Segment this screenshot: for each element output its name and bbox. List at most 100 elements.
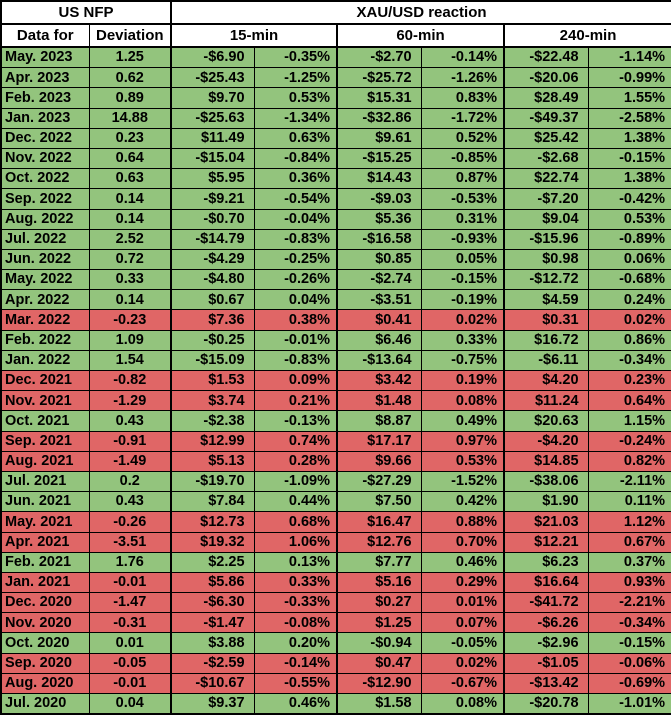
cell-data-for: Aug. 2021 — [0, 450, 90, 472]
cell-60min-pct: 0.02% — [420, 652, 505, 674]
cell-60min-pct: 0.08% — [420, 390, 505, 412]
cell-15min-usd: $3.88 — [170, 632, 255, 654]
table-row: Mar. 2022 -0.23 $7.36 0.38% $0.41 0.02% $0.31 0… — [0, 309, 671, 331]
cell-deviation: 0.43 — [88, 491, 172, 513]
cell-data-for: Dec. 2020 — [0, 592, 90, 614]
cell-240min-usd: -$20.06 — [503, 67, 589, 89]
cell-60min-pct: 0.49% — [420, 410, 505, 432]
cell-15min-pct: -0.04% — [253, 208, 338, 230]
cell-deviation: -0.23 — [88, 309, 172, 331]
table-row: Dec. 2021 -0.82 $1.53 0.09% $3.42 0.19% $4.20 0… — [0, 369, 671, 392]
table-row: Jul. 2021 0.2 -$19.70 -1.09% -$27.29 -1.52% -$… — [0, 470, 671, 493]
cell-deviation: -0.01 — [88, 571, 172, 594]
cell-60min-pct: -1.72% — [420, 107, 505, 129]
cell-data-for: Mar. 2022 — [0, 309, 90, 331]
cell-deviation: 0.43 — [88, 410, 172, 432]
us-nfp-group-header: US NFP — [0, 0, 172, 25]
cell-deviation: 2.52 — [88, 228, 172, 250]
cell-data-for: Feb. 2023 — [0, 87, 90, 109]
cell-15min-pct: 0.68% — [253, 511, 338, 533]
cell-60min-usd: -$12.90 — [336, 672, 422, 695]
cell-60min-usd: $5.16 — [336, 571, 422, 594]
col-header-data-for: Data for — [0, 23, 90, 48]
cell-15min-pct: -0.25% — [253, 248, 338, 271]
cell-15min-usd: $7.36 — [170, 309, 255, 331]
cell-15min-usd: $1.53 — [170, 369, 255, 392]
cell-240min-usd: -$15.96 — [503, 228, 589, 250]
table-row: Jun. 2022 0.72 -$4.29 -0.25% $0.85 0.05% $0.98… — [0, 248, 671, 271]
cell-15min-pct: 0.63% — [253, 127, 338, 149]
cell-deviation: -1.29 — [88, 390, 172, 412]
cell-240min-pct: 1.38% — [587, 127, 671, 149]
cell-60min-pct: 0.05% — [420, 248, 505, 271]
cell-60min-usd: $17.17 — [336, 430, 422, 452]
cell-15min-usd: -$14.79 — [170, 228, 255, 250]
cell-60min-usd: $16.47 — [336, 511, 422, 533]
cell-data-for: Dec. 2022 — [0, 127, 90, 149]
cell-240min-usd: $6.23 — [503, 551, 589, 573]
cell-data-for: Aug. 2020 — [0, 672, 90, 695]
cell-60min-usd: $1.25 — [336, 612, 422, 634]
cell-60min-usd: -$3.51 — [336, 289, 422, 311]
cell-60min-pct: 0.46% — [420, 551, 505, 573]
cell-60min-pct: 0.97% — [420, 430, 505, 452]
cell-60min-usd: $15.31 — [336, 87, 422, 109]
cell-240min-pct: 0.11% — [587, 491, 671, 513]
cell-15min-usd: $9.37 — [170, 693, 255, 715]
cell-data-for: Nov. 2020 — [0, 612, 90, 634]
cell-240min-usd: $16.64 — [503, 571, 589, 594]
table-row: Oct. 2022 0.63 $5.95 0.36% $14.43 0.87% $22.74… — [0, 168, 671, 190]
cell-60min-pct: -0.05% — [420, 632, 505, 654]
cell-240min-pct: -0.99% — [587, 67, 671, 89]
table-row: Apr. 2021 -3.51 $19.32 1.06% $12.76 0.70% $12.… — [0, 531, 671, 553]
cell-15min-pct: -1.25% — [253, 67, 338, 89]
cell-data-for: Dec. 2021 — [0, 369, 90, 392]
cell-240min-usd: $0.31 — [503, 309, 589, 331]
table-row: Apr. 2023 0.62 -$25.43 -1.25% -$25.72 -1.26% -… — [0, 67, 671, 89]
cell-240min-usd: -$6.11 — [503, 349, 589, 372]
cell-data-for: Oct. 2021 — [0, 410, 90, 432]
cell-deviation: 0.14 — [88, 208, 172, 230]
cell-240min-usd: -$1.05 — [503, 652, 589, 674]
cell-240min-usd: $28.49 — [503, 87, 589, 109]
cell-15min-usd: -$25.43 — [170, 67, 255, 89]
cell-15min-pct: -0.83% — [253, 228, 338, 250]
cell-240min-pct: 1.55% — [587, 87, 671, 109]
table-row: Aug. 2022 0.14 -$0.70 -0.04% $5.36 0.31% $9.04… — [0, 208, 671, 230]
cell-240min-usd: -$49.37 — [503, 107, 589, 129]
cell-15min-pct: 0.33% — [253, 571, 338, 594]
cell-240min-pct: -0.15% — [587, 147, 671, 170]
cell-60min-pct: -0.53% — [420, 188, 505, 210]
table-row: Jan. 2021 -0.01 $5.86 0.33% $5.16 0.29% $16.64… — [0, 571, 671, 594]
cell-15min-usd: $9.70 — [170, 87, 255, 109]
cell-data-for: Oct. 2022 — [0, 168, 90, 190]
cell-60min-usd: $0.41 — [336, 309, 422, 331]
cell-deviation: 1.09 — [88, 329, 172, 351]
cell-60min-pct: 0.52% — [420, 127, 505, 149]
cell-data-for: May. 2022 — [0, 269, 90, 291]
cell-60min-pct: 0.88% — [420, 511, 505, 533]
cell-data-for: Nov. 2021 — [0, 390, 90, 412]
cell-15min-pct: 0.36% — [253, 168, 338, 190]
cell-15min-pct: -0.54% — [253, 188, 338, 210]
cell-deviation: 0.63 — [88, 168, 172, 190]
cell-15min-usd: -$4.80 — [170, 269, 255, 291]
table-row: Apr. 2022 0.14 $0.67 0.04% -$3.51 -0.19% $4.59… — [0, 289, 671, 311]
cell-15min-usd: -$2.38 — [170, 410, 255, 432]
cell-deviation: -0.26 — [88, 511, 172, 533]
cell-deviation: -0.91 — [88, 430, 172, 452]
cell-240min-usd: $22.74 — [503, 168, 589, 190]
table-row: Jun. 2021 0.43 $7.84 0.44% $7.50 0.42% $1.90 0.… — [0, 491, 671, 513]
table-row: Sep. 2020 -0.05 -$2.59 -0.14% $0.47 0.02% -$1.… — [0, 652, 671, 674]
cell-240min-usd: $4.59 — [503, 289, 589, 311]
cell-60min-pct: 0.53% — [420, 450, 505, 472]
table-row: Jan. 2022 1.54 -$15.09 -0.83% -$13.64 -0.75% -… — [0, 349, 671, 372]
cell-60min-pct: -0.75% — [420, 349, 505, 372]
table-row: Jan. 2023 14.88 -$25.63 -1.34% -$32.86 -1.72%… — [0, 107, 671, 129]
cell-15min-usd: $5.86 — [170, 571, 255, 594]
cell-60min-pct: -0.93% — [420, 228, 505, 250]
cell-15min-usd: $5.95 — [170, 168, 255, 190]
cell-deviation: -0.01 — [88, 672, 172, 695]
cell-data-for: Jun. 2021 — [0, 491, 90, 513]
table-row: Feb. 2022 1.09 -$0.25 -0.01% $6.46 0.33% $16.7… — [0, 329, 671, 351]
